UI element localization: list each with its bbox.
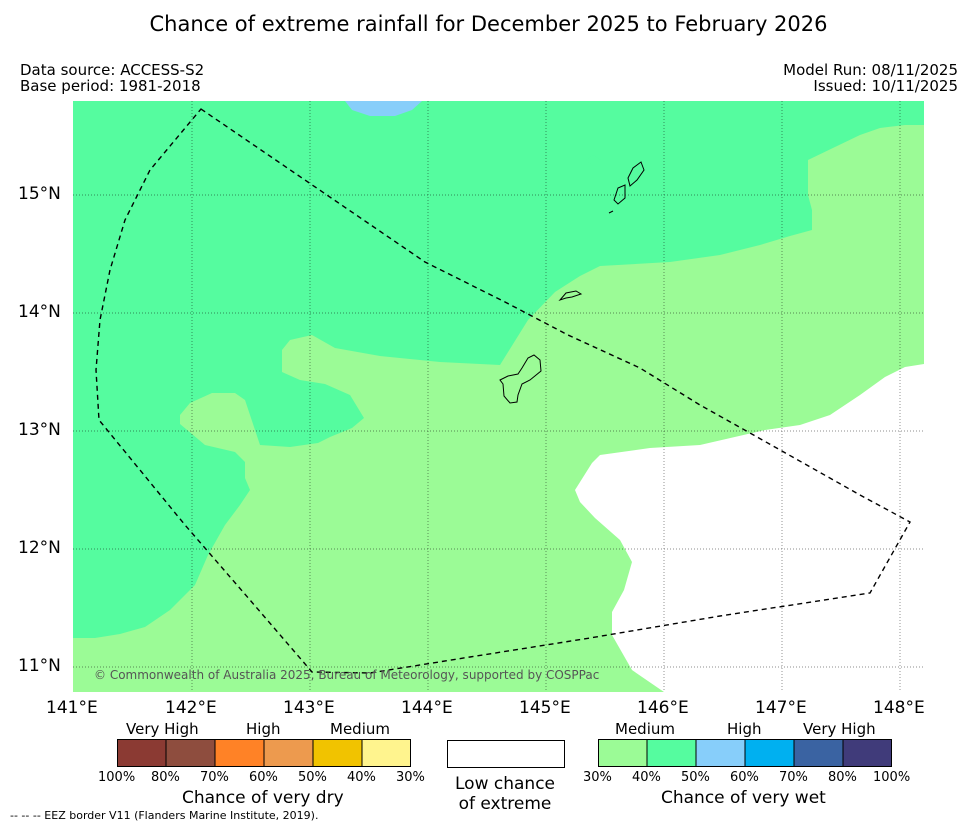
saipan-island	[627, 161, 645, 187]
lon-tick-142e: 142°E	[165, 698, 217, 718]
dry-swatch-4	[264, 739, 313, 767]
wet-tick-40: 40%	[632, 770, 661, 785]
lat-tick-13n: 13°N	[18, 420, 61, 440]
model-run: Model Run: 08/11/2025	[783, 61, 958, 79]
lat-tick-15n: 15°N	[18, 184, 61, 204]
dry-swatch-6	[362, 739, 411, 767]
low-chance-swatch	[447, 740, 565, 768]
lon-tick-147e: 147°E	[755, 698, 807, 718]
lon-tick-148e: 148°E	[873, 698, 925, 718]
lon-tick-145e: 145°E	[519, 698, 571, 718]
dry-swatch-5	[313, 739, 362, 767]
wet-cat-high: High	[727, 720, 762, 738]
dry-cat-medium: Medium	[330, 720, 390, 738]
aguijan-island	[608, 210, 614, 214]
dry-tick-30: 30%	[396, 770, 425, 785]
dry-swatch-3	[215, 739, 264, 767]
copyright-notice: © Commonwealth of Australia 2025, Bureau…	[94, 668, 599, 682]
high-zone-blob	[586, 155, 601, 166]
wet-cat-very-high: Very High	[803, 720, 876, 738]
high-zone	[73, 101, 924, 638]
dry-tick-70: 70%	[200, 770, 229, 785]
low-chance-label-line2: of extreme	[458, 794, 552, 814]
dry-tick-40: 40%	[347, 770, 376, 785]
wet-tick-60: 60%	[730, 770, 759, 785]
eez-border	[95, 108, 911, 674]
tinian-island	[613, 184, 626, 205]
wet-tick-50: 50%	[681, 770, 710, 785]
dry-cat-very-high: Very High	[126, 720, 199, 738]
dry-cat-high: High	[246, 720, 281, 738]
dry-tick-50: 50%	[298, 770, 327, 785]
dry-tick-100: 100%	[98, 770, 136, 785]
rota-island	[558, 290, 583, 302]
data-source: Data source: ACCESS-S2	[20, 61, 205, 79]
wet-swatch-6	[843, 739, 892, 767]
dry-swatch-2	[166, 739, 215, 767]
issued-date: Issued: 10/11/2025	[813, 77, 958, 95]
low-chance-label-line1: Low chance	[455, 774, 555, 794]
low-chance-label: Low chance of extreme	[430, 774, 580, 814]
lat-tick-14n: 14°N	[18, 302, 61, 322]
low-chance-zone-south	[855, 668, 924, 692]
dry-tick-80: 80%	[151, 770, 180, 785]
dry-colorbar	[117, 739, 411, 767]
eez-footnote: -- -- -- EEZ border V11 (Flanders Marine…	[10, 809, 319, 822]
low-chance-zone-east	[575, 364, 924, 692]
gridlines	[73, 101, 924, 692]
wet-tick-30: 30%	[583, 770, 612, 785]
dry-tick-60: 60%	[249, 770, 278, 785]
meta-right: Model Run: 08/11/2025 Issued: 10/11/2025	[783, 62, 958, 94]
wet-swatch-3	[696, 739, 745, 767]
wet-swatch-2	[647, 739, 696, 767]
lon-tick-141e: 141°E	[46, 698, 98, 718]
wet-colorbar	[598, 739, 892, 767]
base-period: Base period: 1981-2018	[20, 77, 201, 95]
wet-legend-label: Chance of very wet	[661, 788, 826, 808]
very-high-zone	[345, 101, 422, 116]
wet-swatch-4	[745, 739, 794, 767]
meta-left: Data source: ACCESS-S2 Base period: 1981…	[20, 62, 204, 94]
guam-island	[499, 354, 542, 404]
map-title: Chance of extreme rainfall for December …	[149, 12, 828, 36]
lon-tick-143e: 143°E	[283, 698, 335, 718]
wet-swatch-1	[598, 739, 647, 767]
map-field	[73, 101, 924, 692]
dry-swatch-1	[117, 739, 166, 767]
wet-tick-80: 80%	[828, 770, 857, 785]
wet-cat-medium: Medium	[615, 720, 675, 738]
wet-swatch-5	[794, 739, 843, 767]
wet-tick-100: 100%	[873, 770, 911, 785]
lat-tick-12n: 12°N	[18, 538, 61, 558]
lat-tick-11n: 11°N	[18, 656, 61, 676]
lon-tick-144e: 144°E	[401, 698, 453, 718]
wet-tick-70: 70%	[779, 770, 808, 785]
lon-tick-146e: 146°E	[637, 698, 689, 718]
dry-legend-label: Chance of very dry	[182, 788, 344, 808]
